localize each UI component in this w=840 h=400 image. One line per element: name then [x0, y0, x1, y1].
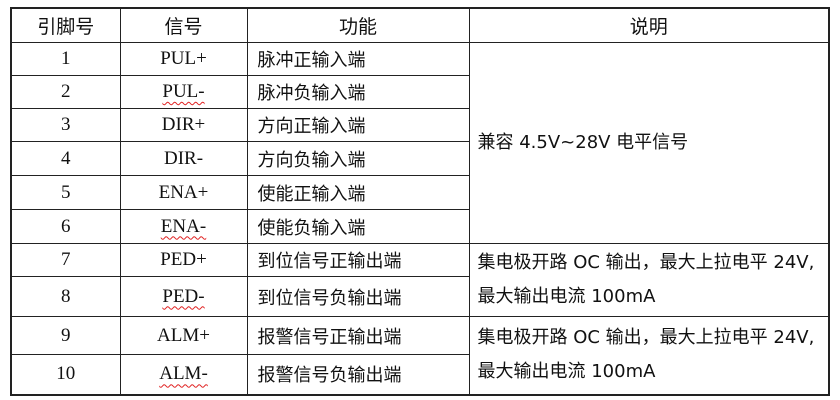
function-cell: 方向负输入端: [246, 141, 470, 176]
pin-number: 5: [10, 175, 121, 210]
signal-cell: DIR+: [119, 108, 248, 142]
header-row: 引脚号 信号 功能 说明: [10, 7, 830, 43]
pin-number: 10: [10, 354, 121, 395]
function-cell: 到位信号正输出端: [246, 243, 470, 277]
pin-number: 1: [10, 42, 121, 76]
signal-name: PED+: [160, 249, 207, 270]
table-row: 2 PUL- 脉冲负输入端: [10, 75, 829, 109]
pin-number: 8: [10, 276, 121, 317]
signal-name: DIR-: [163, 147, 204, 169]
signal-cell: ALM-: [119, 354, 248, 395]
pin-number: 6: [10, 209, 121, 244]
signal-cell: PED+: [119, 243, 248, 277]
signal-cell: PED-: [119, 276, 248, 317]
table-row: 7 PED+ 到位信号正输出端 集电极开路 OC 输出，最大上拉电平 24V,最大输出…: [10, 243, 830, 317]
table-row: 10 ALM- 报警信号负输出端: [10, 354, 829, 395]
signal-name: ENA+: [158, 181, 209, 203]
function-cell: 使能正输入端: [246, 175, 470, 210]
function-cell: 报警信号正输出端: [246, 316, 470, 355]
function-cell: 脉冲正输入端: [246, 42, 470, 76]
signal-name: PED-: [162, 285, 205, 307]
signal-cell: PUL-: [119, 75, 248, 109]
signal-cell: ENA-: [119, 209, 248, 244]
signal-cell: ALM+: [119, 316, 248, 355]
function-cell: 脉冲负输入端: [246, 75, 470, 109]
description-alm: 集电极开路 OC 输出，最大上拉电平 24V,最大输出电流 100mA: [468, 316, 830, 395]
table-row: 9 ALM+ 报警信号正输出端 集电极开路 OC 输出，最大上拉电平 24V,最大输出…: [10, 316, 830, 395]
description-inputs: 兼容 4.5V~28V 电平信号: [468, 42, 830, 244]
description-ped: 集电极开路 OC 输出，最大上拉电平 24V,最大输出电流 100mA: [468, 243, 830, 317]
signal-name: PUL+: [160, 48, 207, 69]
pin-number: 3: [10, 108, 121, 142]
function-cell: 到位信号负输出端: [246, 276, 470, 317]
function-cell: 方向正输入端: [246, 108, 470, 142]
pin-definition-table: 引脚号 信号 功能 说明 1 PUL+ 脉冲正输入端 兼容 4.5V~28V 电平信号…: [10, 7, 830, 396]
signal-cell: DIR-: [119, 141, 248, 176]
signal-name: DIR+: [161, 114, 206, 135]
header-signal: 信号: [119, 7, 248, 43]
table-row: 6 ENA- 使能负输入端: [10, 209, 829, 244]
signal-name: ENA-: [160, 215, 207, 237]
pin-number: 9: [10, 316, 121, 355]
table-row: 5 ENA+ 使能正输入端: [10, 175, 829, 210]
pin-number: 2: [10, 75, 121, 109]
header-pin: 引脚号: [10, 7, 121, 43]
signal-name: ALM-: [159, 363, 208, 385]
signal-name: ALM+: [157, 324, 210, 346]
header-function: 功能: [246, 7, 470, 43]
header-description: 说明: [468, 7, 830, 43]
pin-number: 7: [10, 243, 121, 277]
table-row: 1 PUL+ 脉冲正输入端 兼容 4.5V~28V 电平信号: [10, 42, 830, 244]
function-cell: 报警信号负输出端: [246, 354, 470, 395]
function-cell: 使能负输入端: [246, 209, 470, 244]
signal-name: PUL-: [162, 81, 205, 102]
signal-cell: PUL+: [119, 42, 248, 76]
signal-cell: ENA+: [119, 175, 248, 210]
pin-number: 4: [10, 141, 121, 176]
